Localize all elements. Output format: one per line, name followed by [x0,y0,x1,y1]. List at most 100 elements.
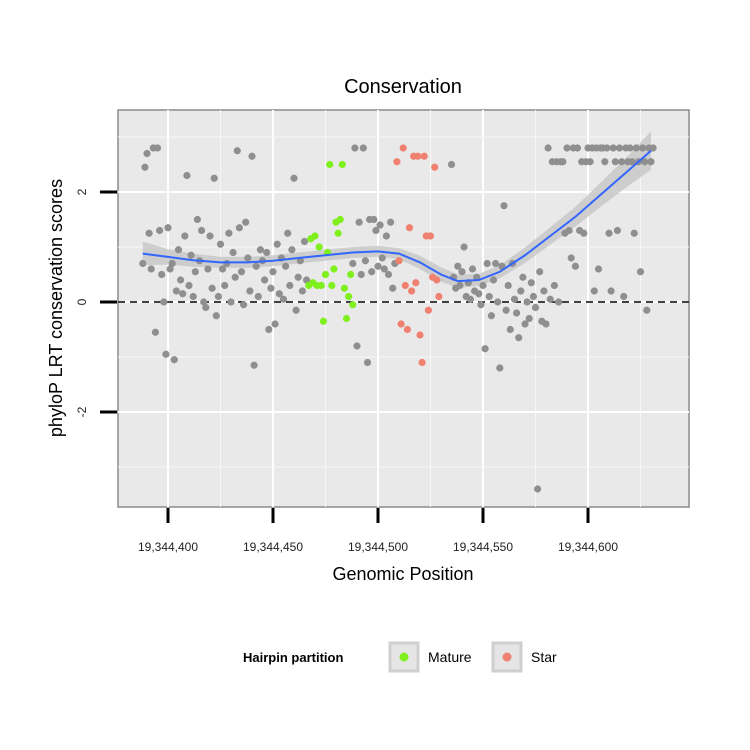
data-point-other [145,229,153,237]
data-point-mature [311,232,319,240]
data-point-other [286,281,294,290]
data-point-other [263,248,271,257]
data-point-other [615,144,624,152]
data-point-other [618,158,626,166]
data-point-star [403,325,411,334]
data-point-star [408,287,416,295]
data-point-other [607,287,615,295]
data-point-other [611,158,619,166]
data-point-other [141,163,149,171]
data-point-other [183,171,191,180]
data-point-other [351,144,359,152]
data-point-other [389,284,397,292]
data-point-other [179,290,187,298]
data-point-other [357,270,365,279]
data-point-other [214,292,222,301]
data-point-other [349,259,357,268]
data-point-other [626,144,634,152]
data-point-other [384,270,393,279]
data-point-other [292,306,300,314]
data-point-star [414,152,422,160]
data-point-other [198,226,206,235]
data-point-mature [319,317,327,325]
data-point-star [395,257,403,265]
x-axis-title: Genomic Position [332,564,473,584]
data-point-other [208,284,216,292]
data-point-other [361,257,369,265]
data-point-other [177,276,185,284]
data-point-other [282,262,290,270]
data-point-other [261,276,269,284]
data-point-other [527,279,535,287]
data-point-other [246,287,254,295]
data-point-other [250,361,258,369]
data-point-other [573,144,582,152]
data-point-other [542,320,550,328]
legend-swatch-star [502,652,512,662]
data-point-other [279,295,288,303]
confidence-band-layer [142,131,652,288]
data-points-layer [139,144,657,493]
x-tick-label: 19,344,600 [558,540,618,554]
data-point-mature [328,281,336,290]
data-point-other [158,270,166,279]
data-point-other [555,298,563,306]
data-point-other [374,262,382,270]
data-point-other [613,226,622,235]
axes-layer: 19,344,400 19,344,450 19,344,500 19,344,550… [75,188,618,554]
y-tick-label: 2 [75,188,89,195]
data-point-other [363,358,372,367]
data-point-other [456,281,464,290]
data-point-other [143,149,151,158]
data-point-other [269,268,277,276]
data-point-other [174,246,183,254]
data-point-other [460,243,468,251]
data-point-other [468,265,477,273]
data-point-star [405,224,414,232]
data-point-other [170,356,178,364]
data-point-other [233,147,241,155]
data-point-other [605,229,613,237]
data-point-other [231,273,239,281]
data-point-star [412,279,420,287]
data-point-other [225,229,233,237]
data-point-other [387,218,395,226]
data-point-other [378,254,386,262]
data-point-other [481,345,489,353]
data-point-other [643,306,651,314]
data-point-mature [317,281,325,290]
data-point-other [494,298,502,306]
data-point-other [372,226,380,235]
grid-lines [118,110,689,507]
data-point-star [433,276,441,284]
data-point-other [267,284,275,292]
chart-title: Conservation [344,76,462,98]
data-point-other [252,262,260,270]
data-point-other [273,240,281,248]
data-point-other [529,292,538,301]
data-point-mature [345,292,353,301]
data-point-mature [326,160,334,169]
legend-label-star: Star [531,649,557,665]
data-point-other [567,254,575,262]
data-point-mature [347,270,355,279]
data-point-other [376,221,384,229]
data-point-other [382,232,390,240]
data-point-other [256,246,264,254]
data-point-other [288,246,296,254]
data-point-mature [330,265,338,273]
data-point-other [151,328,159,336]
data-point-other [359,144,367,152]
data-point-other [550,281,559,290]
data-point-other [254,292,262,301]
smooth-fit-line [142,149,652,283]
data-point-other [380,265,388,273]
legend-label-mature: Mature [428,649,472,665]
data-point-other [506,325,514,334]
data-point-other [370,215,378,224]
data-point-other [519,273,527,281]
data-point-other [594,265,603,273]
data-point-other [641,158,649,166]
data-point-other [240,301,248,309]
